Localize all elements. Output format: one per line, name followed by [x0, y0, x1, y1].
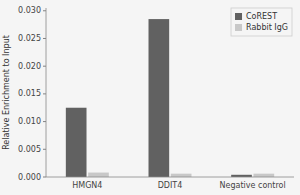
y-tick-label: 0.005	[18, 145, 41, 154]
y-tick	[43, 10, 46, 11]
bar	[171, 174, 192, 177]
legend: CoREST Rabbit IgG	[231, 8, 292, 36]
y-tick	[43, 38, 46, 39]
legend-frame	[231, 8, 292, 36]
bar	[253, 174, 274, 177]
background	[0, 0, 300, 195]
legend-label: CoREST	[246, 12, 277, 21]
y-tick	[43, 177, 46, 178]
y-tick	[43, 66, 46, 67]
y-tick-label: 0.000	[18, 173, 41, 182]
bar	[149, 19, 170, 177]
x-tick-label: HMGN4	[72, 181, 102, 190]
x-tick-label: Negative control	[220, 181, 286, 190]
y-tick-label: 0.015	[18, 89, 41, 98]
y-tick	[43, 121, 46, 122]
legend-swatch	[235, 24, 242, 31]
chart: 0.000 0.005 0.010 0.015 0.020 0.025 0.030 Relat…	[0, 0, 300, 195]
y-axis-label: Relative Enrichment to Input	[2, 35, 11, 150]
y-tick	[43, 149, 46, 150]
x-tick-label: DDIT4	[158, 181, 183, 190]
y-tick-label: 0.010	[18, 117, 41, 126]
bar	[66, 108, 87, 177]
x-axis-line	[46, 177, 294, 178]
y-tick-label: 0.020	[18, 62, 41, 71]
bar	[88, 173, 109, 177]
y-axis-line	[46, 8, 47, 177]
legend-swatch	[235, 13, 242, 20]
y-tick-label: 0.025	[18, 34, 41, 43]
y-tick-label: 0.030	[18, 6, 41, 15]
legend-label: Rabbit IgG	[246, 23, 288, 32]
bars	[66, 19, 274, 177]
y-tick	[43, 93, 46, 94]
